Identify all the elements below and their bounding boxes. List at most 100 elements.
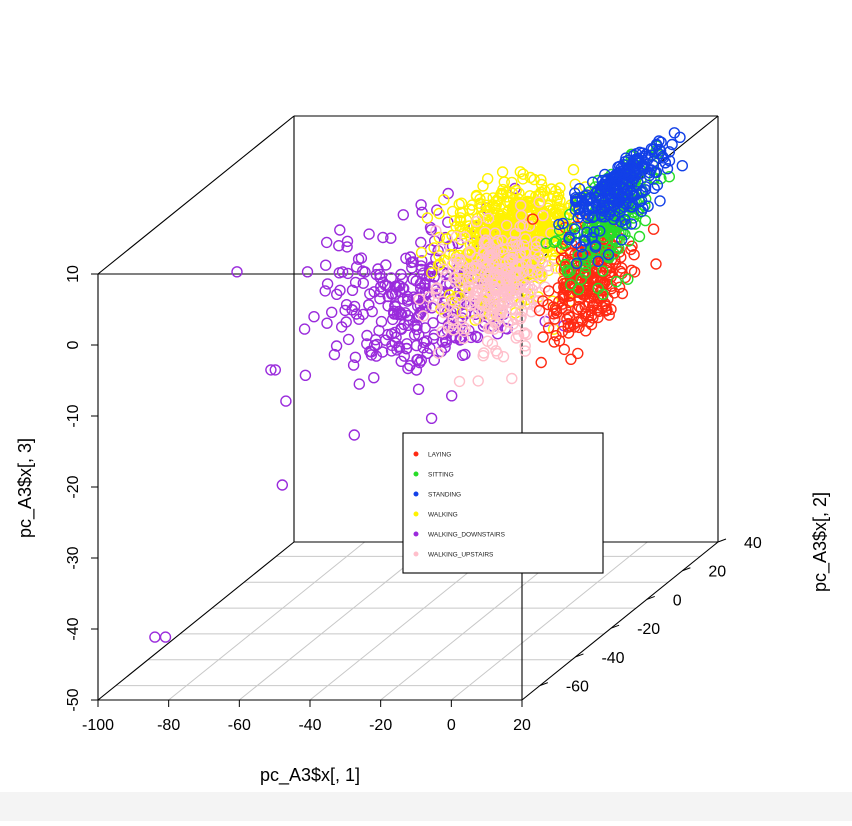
- data-point: [402, 293, 414, 306]
- data-point: [385, 345, 398, 357]
- data-point: [536, 257, 549, 269]
- data-point: [334, 224, 346, 236]
- data-point: [376, 346, 389, 358]
- data-point: [577, 248, 589, 261]
- data-point: [489, 227, 501, 239]
- data-point: [572, 212, 584, 224]
- data-point: [473, 306, 485, 318]
- data-point: [330, 340, 343, 352]
- data-point: [465, 331, 477, 344]
- data-point: [459, 348, 471, 361]
- data-point: [472, 375, 484, 387]
- data-point: [416, 255, 428, 267]
- y-tick-label: -60: [566, 679, 589, 696]
- axes: -100 -80 -60 -40 -20 0 20-50-40-30-20-10010-60…: [65, 265, 762, 734]
- data-point: [474, 193, 486, 205]
- data-point: [352, 253, 365, 265]
- y-tick-label: 40: [744, 535, 762, 552]
- data-point: [149, 631, 161, 643]
- data-point: [462, 281, 475, 293]
- data-point: [575, 285, 587, 298]
- data-point: [346, 284, 359, 296]
- data-point: [650, 258, 662, 270]
- data-point: [411, 323, 423, 336]
- data-point: [517, 173, 529, 185]
- data-point: [415, 199, 427, 211]
- data-point: [573, 321, 585, 334]
- data-point: [430, 225, 442, 237]
- legend: LAYING SITTING STANDING WALKING WALKING_DOWN…: [402, 432, 604, 574]
- data-point: [610, 276, 622, 288]
- data-point: [331, 288, 343, 300]
- data-point: [616, 287, 629, 300]
- data-point: [548, 336, 560, 348]
- data-point: [349, 276, 362, 289]
- data-point: [562, 309, 574, 321]
- data-point: [438, 301, 450, 314]
- data-point: [575, 303, 587, 315]
- data-point: [592, 282, 604, 295]
- data-point: [405, 256, 417, 269]
- data-point: [476, 209, 489, 222]
- data-point: [414, 299, 427, 312]
- data-point: [387, 313, 399, 326]
- x-axis-label: pc_A3$x[, 1]: [260, 765, 360, 786]
- data-point: [651, 179, 664, 191]
- data-point: [676, 159, 688, 172]
- data-point: [470, 190, 483, 203]
- data-point: [347, 359, 360, 371]
- data-point: [647, 223, 660, 235]
- data-point: [416, 206, 428, 219]
- data-point: [393, 342, 406, 354]
- data-point: [569, 195, 582, 208]
- data-point: [471, 331, 484, 344]
- data-point: [444, 299, 457, 312]
- data-point: [519, 327, 531, 339]
- y-tick-label: -40: [601, 650, 624, 667]
- x-tick-label: -100: [82, 717, 114, 734]
- data-point: [550, 330, 562, 342]
- data-point: [613, 281, 626, 293]
- data-point: [557, 217, 569, 230]
- data-point: [516, 289, 528, 301]
- box-edge: [97, 115, 295, 275]
- data-point: [412, 353, 424, 366]
- data-point: [484, 322, 496, 335]
- data-point: [514, 166, 526, 178]
- data-point: [569, 223, 581, 235]
- data-point: [392, 279, 405, 292]
- data-point: [397, 293, 409, 305]
- data-point: [375, 315, 388, 328]
- data-point: [519, 345, 531, 357]
- data-point: [321, 236, 333, 249]
- data-point: [348, 300, 361, 313]
- data-point: [575, 241, 587, 253]
- data-point: [326, 306, 338, 318]
- data-point: [562, 202, 574, 215]
- data-point: [496, 166, 509, 178]
- x-tick-label: 20: [513, 717, 531, 734]
- data-point: [265, 364, 277, 376]
- data-point: [533, 196, 545, 208]
- data-point: [374, 272, 386, 284]
- data-point: [348, 429, 360, 441]
- data-point: [404, 251, 417, 263]
- data-point: [556, 302, 568, 314]
- data-point: [579, 267, 591, 279]
- data-point: [319, 285, 331, 297]
- data-point: [506, 372, 518, 385]
- legend-marker: [413, 491, 419, 497]
- data-point: [521, 328, 533, 341]
- data-point: [565, 279, 577, 291]
- data-point: [635, 160, 647, 172]
- data-point: [528, 254, 541, 267]
- data-point: [570, 191, 582, 204]
- data-point: [301, 266, 314, 278]
- data-point: [565, 353, 577, 365]
- data-point: [349, 351, 362, 363]
- data-point: [487, 271, 500, 283]
- data-point: [468, 226, 480, 238]
- data-point: [321, 278, 334, 290]
- data-point: [415, 236, 427, 249]
